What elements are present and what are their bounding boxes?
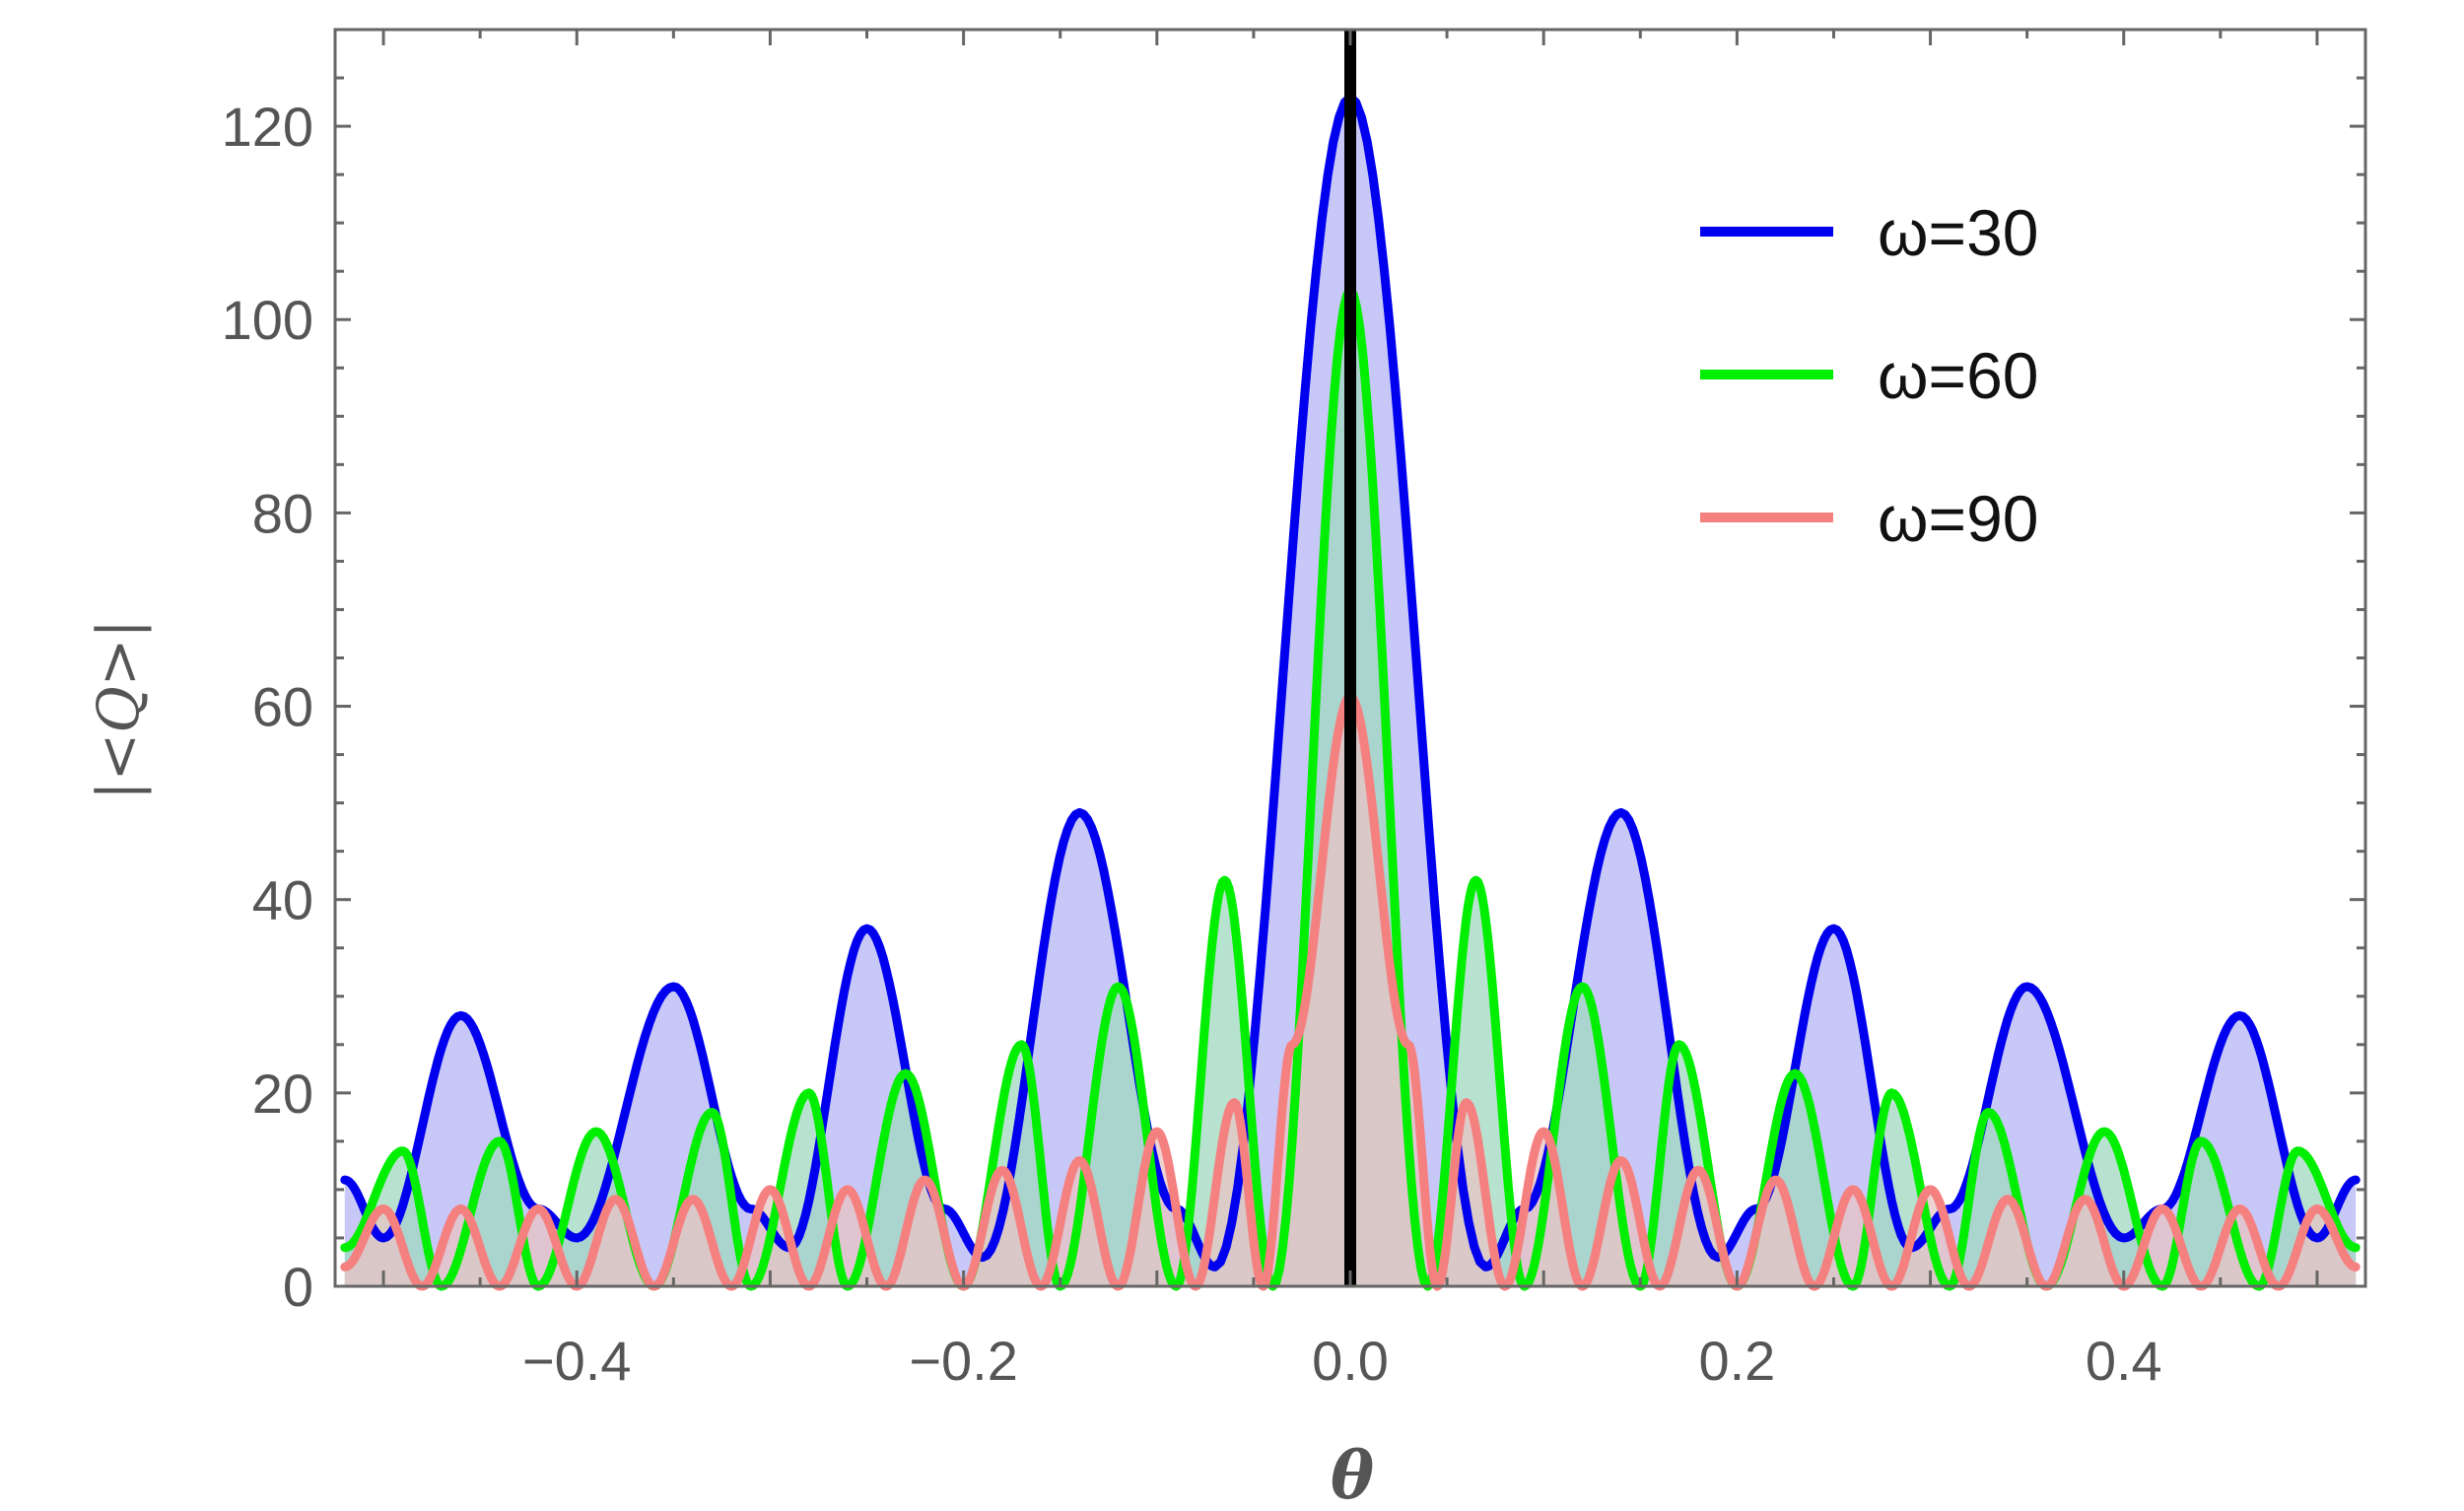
x-tick-label: 0.0 (1312, 1330, 1389, 1392)
y-tick-label: 20 (252, 1063, 313, 1125)
legend-label: ω=60 (1878, 339, 2039, 412)
y-tick-label: 120 (222, 96, 313, 158)
x-tick-label: −0.4 (522, 1330, 632, 1392)
y-axis-label: |<Q>| (85, 619, 152, 800)
x-tick-label: 0.2 (1698, 1330, 1775, 1392)
y-tick-label: 40 (252, 869, 313, 931)
legend-item-60: ω=60 (1700, 339, 2039, 412)
legend-item-30: ω=30 (1700, 196, 2039, 269)
y-tick-label: 100 (222, 289, 313, 351)
legend-label: ω=30 (1878, 196, 2039, 269)
x-axis-label: θ (1331, 1437, 1374, 1511)
legend: ω=30 ω=60 ω=90 (1700, 196, 2039, 555)
legend-item-90: ω=90 (1700, 482, 2039, 555)
tick-labels: −0.4 −0.2 0.0 0.2 0.4 0 20 40 60 80 100 120 (222, 96, 2162, 1392)
x-tick-label: 0.4 (2086, 1330, 2162, 1392)
axis-ticks (335, 28, 2365, 1288)
x-tick-label: −0.2 (909, 1330, 1018, 1392)
y-tick-label: 60 (252, 676, 313, 738)
y-tick-label: 80 (252, 482, 313, 544)
legend-label: ω=90 (1878, 482, 2039, 555)
y-tick-label: 0 (283, 1256, 313, 1318)
